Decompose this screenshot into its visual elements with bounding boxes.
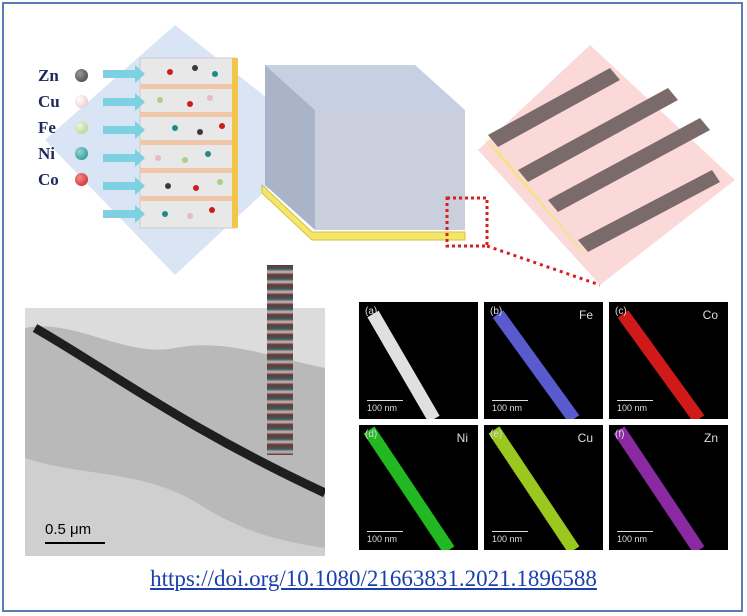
map-signal	[367, 310, 440, 419]
tem-scale-label: 0.5 μm	[45, 521, 92, 538]
ion-dots	[155, 65, 225, 219]
scale-bar	[367, 531, 403, 532]
eds-panel-c: (c) Co 100 nm	[609, 302, 728, 419]
map-signal	[613, 426, 705, 550]
atom-icon	[75, 147, 88, 160]
legend-symbol: Co	[38, 170, 59, 189]
panel-tag: (f)	[615, 429, 625, 440]
map-signal	[492, 310, 580, 419]
panel-scale: 100 nm	[617, 534, 648, 544]
nanowire-array-cube	[261, 65, 466, 241]
panel-element: Ni	[456, 431, 468, 445]
legend-symbol: Fe	[38, 118, 56, 137]
scale-bar	[492, 400, 528, 401]
panel-element: Co	[702, 308, 718, 322]
doi-link[interactable]: https://doi.org/10.1080/21663831.2021.18…	[150, 566, 597, 591]
legend-symbol: Cu	[38, 92, 60, 111]
panel-scale: 100 nm	[492, 403, 523, 413]
channel-lines	[140, 84, 232, 201]
scale-bar	[492, 531, 528, 532]
schematic-illustration	[45, 25, 735, 287]
legend-item-zn: Zn	[38, 66, 108, 90]
legend-item-co: Co	[38, 170, 108, 194]
zoom-dotted-line	[486, 244, 601, 287]
map-signal	[363, 426, 455, 550]
panel-element: Fe	[578, 308, 593, 322]
atom-icon	[75, 121, 88, 134]
legend-symbol: Zn	[38, 66, 59, 85]
panel-scale: 100 nm	[367, 534, 398, 544]
zoom-box	[445, 196, 489, 248]
panel-tag: (e)	[490, 429, 503, 440]
atom-icon	[75, 69, 88, 82]
eds-panel-d: (d) Ni 100 nm	[359, 425, 478, 550]
panel-scale: 100 nm	[617, 403, 648, 413]
channel-arrows	[103, 65, 145, 223]
atom-icon	[75, 173, 88, 186]
panel-scale: 100 nm	[492, 534, 523, 544]
map-signal	[488, 426, 580, 550]
eds-panel-b: (b) Fe 100 nm	[484, 302, 603, 419]
single-nanowire-model	[267, 265, 293, 455]
scale-bar	[367, 400, 403, 401]
eds-panel-e: (e) Cu 100 nm	[484, 425, 603, 550]
scale-bar	[617, 531, 653, 532]
legend-symbol: Ni	[38, 144, 55, 163]
tem-scale-bar	[45, 542, 105, 544]
zoomed-nanowires	[483, 68, 720, 262]
atom-icon	[75, 95, 88, 108]
legend-item-ni: Ni	[38, 144, 108, 168]
eds-panel-a: (a) 100 nm	[359, 302, 478, 419]
panel-element: Cu	[577, 431, 593, 445]
legend-item-cu: Cu	[38, 92, 108, 116]
panel-element: Zn	[703, 431, 718, 445]
scale-bar	[617, 400, 653, 401]
panel-tag: (d)	[365, 429, 378, 440]
panel-tag: (b)	[490, 306, 503, 317]
map-signal	[617, 310, 705, 419]
legend-item-fe: Fe	[38, 118, 108, 142]
panel-tag: (a)	[365, 306, 378, 317]
pink-diamond-backdrop	[478, 45, 735, 285]
panel-tag: (c)	[615, 306, 627, 317]
eds-panel-f: (f) Zn 100 nm	[609, 425, 728, 550]
panel-scale: 100 nm	[367, 403, 398, 413]
